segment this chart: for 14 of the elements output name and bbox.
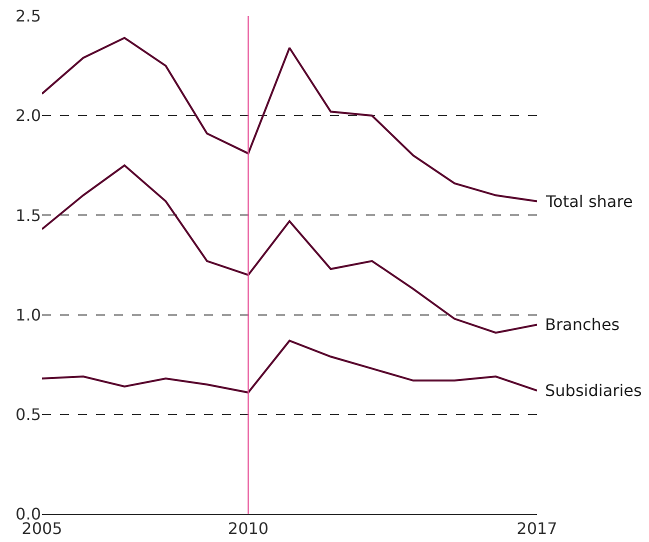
series-label: Subsidiaries <box>545 381 642 400</box>
x-tick-label: 2017 <box>516 519 558 538</box>
y-tick-label: 1.5 <box>16 206 41 225</box>
x-tick-label: 2010 <box>228 519 269 538</box>
y-tick-label: 0.5 <box>16 405 41 424</box>
line-series <box>42 36 537 202</box>
line-series <box>42 164 537 334</box>
series-label: Total share <box>545 192 633 211</box>
line-series <box>42 340 537 394</box>
x-tick-label: 2005 <box>22 519 62 538</box>
series-label: Branches <box>545 315 620 334</box>
y-tick-label: 2.5 <box>16 6 41 26</box>
y-tick-label: 1.0 <box>16 305 41 324</box>
y-tick-label: 2.0 <box>16 106 41 126</box>
